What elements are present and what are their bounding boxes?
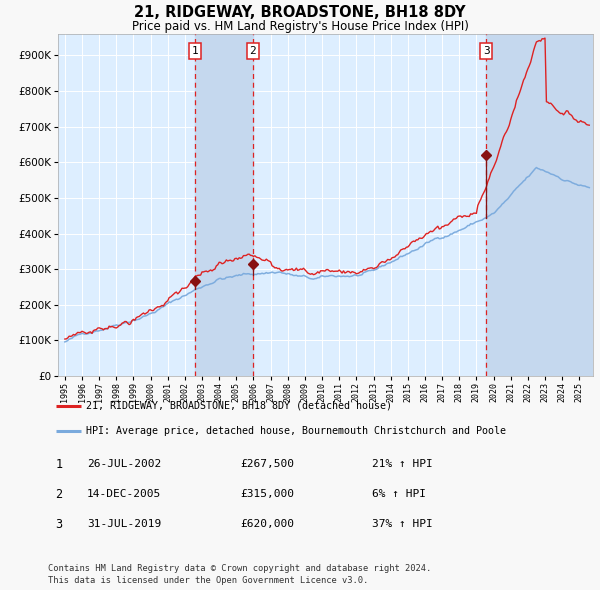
Bar [487, 34, 593, 376]
Bar [194, 34, 253, 376]
Text: HPI: Average price, detached house, Bournemouth Christchurch and Poole: HPI: Average price, detached house, Bour… [86, 427, 505, 437]
Text: Price paid vs. HM Land Registry's House Price Index (HPI): Price paid vs. HM Land Registry's House … [131, 20, 469, 33]
Text: 1: 1 [191, 46, 198, 56]
Text: 3: 3 [55, 517, 62, 530]
Text: 2: 2 [250, 46, 256, 56]
Text: 3: 3 [483, 46, 490, 56]
Text: 2: 2 [55, 487, 62, 500]
Text: £267,500: £267,500 [240, 459, 294, 469]
Text: 21, RIDGEWAY, BROADSTONE, BH18 8DY (detached house): 21, RIDGEWAY, BROADSTONE, BH18 8DY (deta… [86, 401, 392, 411]
Text: This data is licensed under the Open Government Licence v3.0.: This data is licensed under the Open Gov… [48, 576, 368, 585]
Text: 26-JUL-2002: 26-JUL-2002 [87, 459, 161, 469]
Text: 21, RIDGEWAY, BROADSTONE, BH18 8DY: 21, RIDGEWAY, BROADSTONE, BH18 8DY [134, 5, 466, 20]
Text: 21% ↑ HPI: 21% ↑ HPI [372, 459, 433, 469]
Text: 37% ↑ HPI: 37% ↑ HPI [372, 519, 433, 529]
Text: 1: 1 [55, 457, 62, 470]
Text: 31-JUL-2019: 31-JUL-2019 [87, 519, 161, 529]
Text: £620,000: £620,000 [240, 519, 294, 529]
Text: 14-DEC-2005: 14-DEC-2005 [87, 489, 161, 499]
Text: £315,000: £315,000 [240, 489, 294, 499]
Text: 6% ↑ HPI: 6% ↑ HPI [372, 489, 426, 499]
Text: Contains HM Land Registry data © Crown copyright and database right 2024.: Contains HM Land Registry data © Crown c… [48, 564, 431, 573]
